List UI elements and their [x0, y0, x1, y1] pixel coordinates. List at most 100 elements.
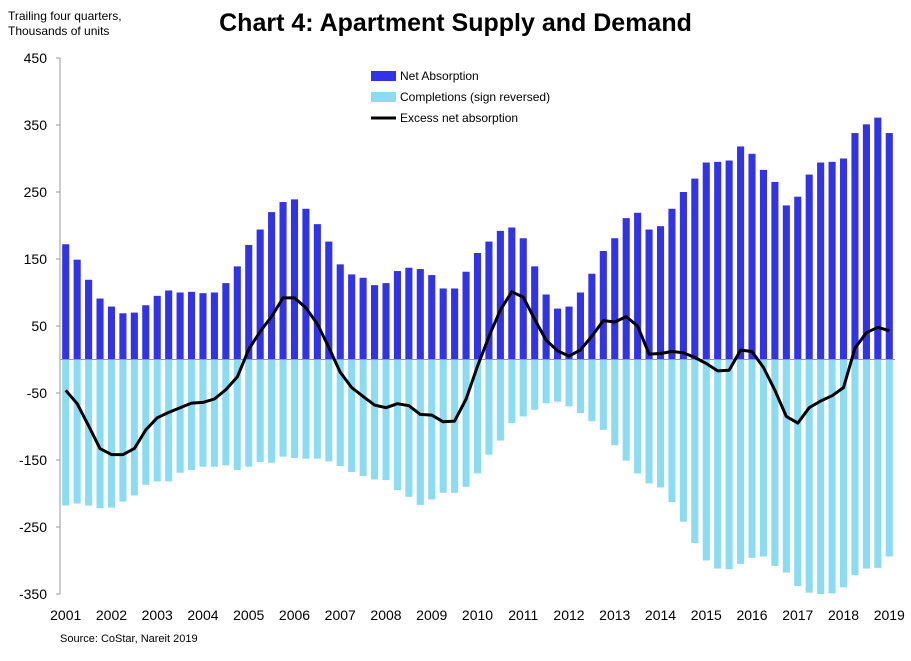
x-tick-label: 2001 [50, 607, 81, 623]
completions-bar [73, 359, 81, 504]
completions-bar [119, 359, 127, 502]
completions-bar [839, 359, 848, 588]
completions-bar [371, 359, 379, 480]
net-absorption-bar [565, 306, 573, 360]
completions-bar [656, 359, 665, 488]
net-absorption-bar [473, 252, 482, 360]
x-tick-label: 2009 [416, 607, 447, 623]
completions-bar [96, 359, 104, 509]
completions-bar [565, 359, 573, 407]
completions-bar [130, 359, 138, 496]
completions-bar [176, 359, 184, 473]
legend: Net Absorption Completions (sign reversed… [371, 69, 550, 125]
completions-bar [794, 359, 802, 586]
completions-bar [576, 359, 584, 414]
completions-bar [336, 359, 344, 467]
y-tick-label: 250 [24, 184, 48, 200]
completions-bar [885, 359, 893, 557]
completions-bar [302, 359, 310, 459]
net-absorption-bar [862, 124, 870, 360]
completions-bar [451, 359, 459, 493]
net-absorption-bar [290, 199, 299, 360]
net-absorption-bar [371, 285, 379, 360]
completions-bar [462, 359, 470, 487]
x-tick-label: 2004 [187, 607, 218, 623]
chart-title: Chart 4: Apartment Supply and Demand [219, 9, 692, 37]
net-absorption-bar [496, 230, 504, 360]
completions-bar [348, 359, 356, 473]
y-tick-label: 50 [31, 318, 47, 334]
completions-bar [313, 359, 321, 459]
completions-bar [782, 359, 790, 573]
completions-bar [851, 359, 859, 576]
net-absorption-bar [325, 241, 333, 360]
source-note: Source: CoStar, Nareit 2019 [60, 633, 198, 645]
net-absorption-bar [668, 208, 676, 360]
y-tick-label: 450 [24, 50, 48, 66]
completions-bar [828, 359, 836, 594]
completions-bar [439, 359, 447, 493]
completions-bar [222, 359, 230, 466]
net-absorption-bar [73, 259, 81, 360]
net-absorption-bar [268, 212, 276, 360]
y-tick-label: -150 [19, 452, 47, 468]
bar-layer [62, 117, 893, 594]
completions-bar [359, 359, 367, 477]
net-absorption-bar [416, 269, 424, 360]
completions-bar [542, 359, 550, 404]
net-absorption-bar [359, 277, 367, 360]
x-tick-label: 2008 [370, 607, 401, 623]
legend-net-absorption-swatch [371, 71, 396, 81]
net-absorption-bar [588, 273, 596, 360]
completions-bar [187, 359, 196, 471]
completions-bar [325, 359, 333, 462]
completions-bar [393, 359, 401, 491]
net-absorption-bar [382, 283, 390, 360]
x-tick-label: 2003 [142, 607, 173, 623]
completions-bar [405, 359, 413, 497]
net-absorption-bar [462, 271, 470, 360]
net-absorption-bar [599, 250, 607, 360]
x-tick-label: 2017 [782, 607, 813, 623]
completions-bar [805, 359, 813, 593]
x-tick-label: 2007 [325, 607, 356, 623]
net-absorption-bar [165, 290, 173, 360]
completions-bar [199, 359, 207, 467]
net-absorption-bar [210, 292, 218, 360]
completions-bar [210, 359, 218, 467]
net-absorption-bar [748, 153, 756, 360]
net-absorption-bar [828, 161, 836, 360]
net-absorption-bar [405, 267, 413, 360]
net-absorption-bar [874, 117, 882, 360]
net-absorption-bar [805, 174, 813, 360]
completions-bar [519, 359, 527, 417]
completions-bar [554, 359, 562, 402]
net-absorption-bar [611, 238, 619, 360]
net-absorption-bar [885, 133, 893, 360]
completions-bar [668, 359, 676, 503]
completions-bar [473, 359, 482, 474]
completions-bar [428, 359, 436, 500]
completions-bar [611, 359, 619, 446]
completions-bar [85, 359, 93, 506]
net-absorption-bar [817, 162, 825, 360]
net-absorption-bar [279, 202, 287, 360]
completions-bar [290, 359, 299, 458]
completions-bar [759, 359, 768, 557]
y-tick-label: 350 [24, 117, 48, 133]
net-absorption-bar [542, 294, 550, 360]
completions-bar [531, 359, 539, 410]
net-absorption-bar [119, 313, 127, 360]
x-tick-label: 2006 [279, 607, 310, 623]
net-absorption-bar [439, 288, 447, 360]
net-absorption-bar [794, 196, 802, 360]
completions-bar [416, 359, 424, 505]
completions-bar [691, 359, 699, 544]
completions-bar [496, 359, 504, 441]
completions-bar [588, 359, 596, 422]
net-absorption-bar [771, 181, 779, 360]
net-absorption-bar [130, 312, 138, 360]
net-absorption-bar [348, 274, 356, 360]
x-tick-label: 2014 [645, 607, 676, 623]
